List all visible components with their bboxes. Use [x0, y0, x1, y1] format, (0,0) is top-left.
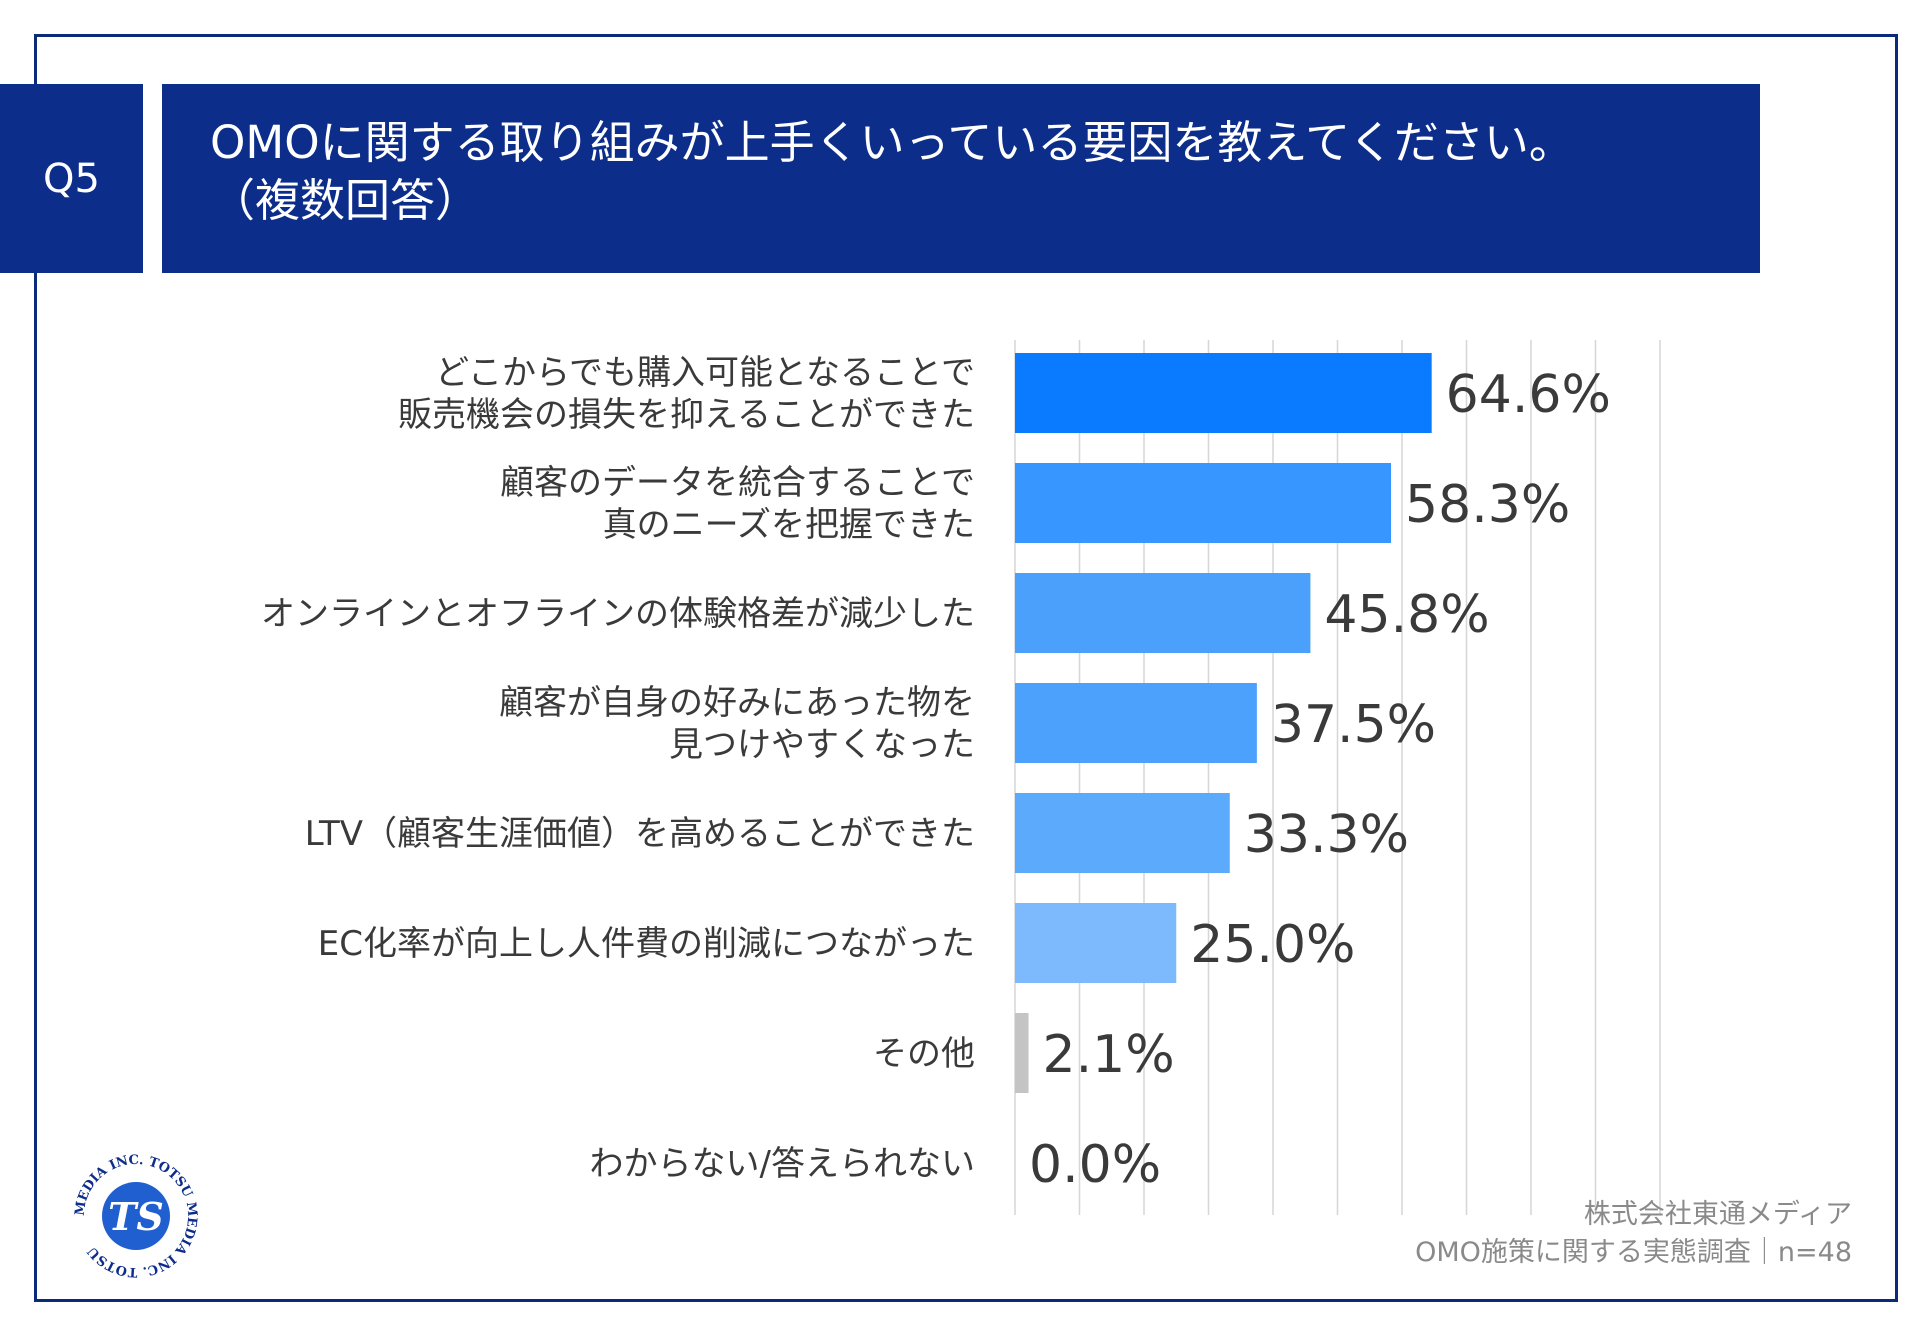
- question-number-badge: Q5: [0, 84, 143, 273]
- logo-mark: TS: [108, 1194, 164, 1239]
- bar-value-label: 2.1%: [1043, 1025, 1175, 1085]
- bar-value-label: 45.8%: [1324, 585, 1489, 645]
- question-title-line2: （複数回答）: [210, 174, 481, 227]
- category-label-line: その他: [873, 1034, 975, 1074]
- category-label-line: LTV（顧客生涯価値）を高めることができた: [305, 814, 975, 854]
- totsu-media-logo: MEDIA INC. TOTSU MEDIA INC. TOTSU TS: [69, 1149, 203, 1283]
- category-label: オンラインとオフラインの体験格差が減少した: [261, 594, 975, 634]
- question-number: Q5: [43, 155, 100, 202]
- bar: [1015, 1013, 1029, 1093]
- bar: [1015, 683, 1257, 763]
- category-label-line: EC化率が向上し人件費の削減につながった: [318, 924, 975, 964]
- category-label: LTV（顧客生涯価値）を高めることができた: [305, 814, 975, 854]
- bar-value-label: 0.0%: [1029, 1135, 1161, 1195]
- bar: [1015, 353, 1432, 433]
- chart-frame: [34, 34, 1898, 1302]
- bar: [1015, 573, 1311, 653]
- bar-value-label: 58.3%: [1405, 475, 1570, 535]
- category-label-line: 顧客が自身の好みにあった物を: [499, 683, 975, 723]
- category-label-line: 顧客のデータを統合することで: [500, 463, 975, 503]
- bar-value-label: 37.5%: [1271, 695, 1436, 755]
- bar-value-label: 25.0%: [1190, 915, 1355, 975]
- category-label-line: 販売機会の損失を抑えることができた: [398, 395, 975, 435]
- category-label: どこからでも購入可能となることで販売機会の損失を抑えることができた: [398, 353, 975, 435]
- bar: [1015, 903, 1177, 983]
- bar-value-label: 33.3%: [1244, 805, 1409, 865]
- bar-value-label: 64.6%: [1446, 365, 1611, 425]
- category-label-line: わからない/答えられない: [590, 1144, 975, 1184]
- category-label-line: 見つけやすくなった: [669, 725, 975, 765]
- source-company: 株式会社東通メディア: [1583, 1199, 1852, 1230]
- category-label-line: オンラインとオフラインの体験格差が減少した: [261, 594, 975, 634]
- category-label-line: どこからでも購入可能となることで: [435, 353, 975, 393]
- bar: [1015, 793, 1230, 873]
- source-note: 株式会社東通メディア OMO施策に関する実態調査｜n=48: [1415, 1196, 1852, 1272]
- bar: [1015, 463, 1392, 543]
- question-title-line1: OMOに関する取り組みが上手くいっている要因を教えてください。: [210, 116, 1574, 169]
- category-label: 顧客のデータを統合することで真のニーズを把握できた: [500, 463, 975, 545]
- category-label: わからない/答えられない: [590, 1144, 975, 1184]
- question-title-banner: OMOに関する取り組みが上手くいっている要因を教えてください。 （複数回答）: [162, 84, 1760, 273]
- category-label: 顧客が自身の好みにあった物を見つけやすくなった: [499, 683, 975, 765]
- source-survey: OMO施策に関する実態調査｜n=48: [1415, 1237, 1852, 1268]
- category-label: EC化率が向上し人件費の削減につながった: [318, 924, 975, 964]
- category-label: その他: [873, 1034, 975, 1074]
- category-label-line: 真のニーズを把握できた: [603, 505, 975, 545]
